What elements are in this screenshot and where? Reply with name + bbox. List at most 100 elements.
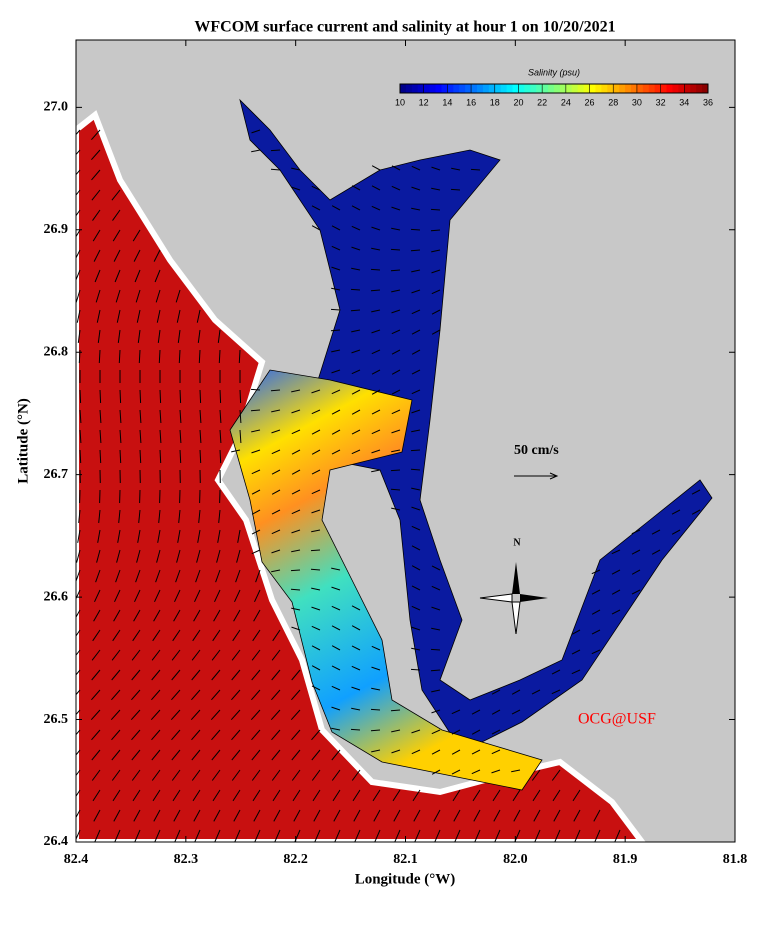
vector	[220, 450, 221, 463]
vector	[240, 390, 241, 403]
colorbar-segment	[542, 84, 548, 93]
colorbar-segment	[477, 84, 483, 93]
y-axis-label: Latitude (°N)	[15, 398, 31, 484]
colorbar-tick-label: 14	[442, 97, 452, 107]
colorbar-segment	[501, 84, 507, 93]
vector	[100, 390, 101, 403]
vector	[331, 309, 340, 310]
vector	[179, 350, 180, 363]
colorbar-segment	[631, 84, 637, 93]
vector	[200, 450, 201, 463]
vector	[200, 390, 201, 403]
vector	[351, 729, 360, 730]
colorbar-segment	[696, 84, 702, 93]
vector	[291, 570, 300, 571]
vector	[120, 450, 121, 463]
colorbar-segment	[489, 84, 495, 93]
scale-label: 50 cm/s	[514, 443, 559, 458]
title: WFCOM surface current and salinity at ho…	[194, 19, 615, 36]
colorbar-segment	[513, 84, 519, 93]
colorbar-segment	[436, 84, 442, 93]
vector	[140, 390, 141, 403]
vector	[271, 390, 280, 391]
vector	[431, 649, 440, 650]
colorbar-tick-label: 30	[632, 97, 642, 107]
colorbar-segment	[684, 84, 690, 93]
vector	[291, 589, 300, 590]
colorbar-segment	[643, 84, 649, 93]
vector	[239, 350, 240, 363]
colorbar-segment	[649, 84, 655, 93]
colorbar-segment	[601, 84, 607, 93]
vector	[431, 209, 440, 210]
colorbar-segment	[590, 84, 596, 93]
colorbar-tick-label: 34	[679, 97, 689, 107]
colorbar-tick-label: 22	[537, 97, 547, 107]
colorbar-segment	[424, 84, 430, 93]
x-tick-label: 81.9	[613, 852, 638, 867]
y-tick-label: 26.7	[44, 467, 69, 482]
colorbar-segment	[678, 84, 684, 93]
vector	[391, 270, 400, 271]
y-tick-label: 26.9	[44, 222, 69, 237]
colorbar-tick-label: 26	[585, 97, 595, 107]
vector	[199, 350, 200, 363]
colorbar-segment	[619, 84, 625, 93]
colorbar-segment	[690, 84, 696, 93]
vector	[411, 469, 420, 470]
colorbar-segment	[406, 84, 412, 93]
vector	[120, 390, 121, 403]
colorbar-segment	[548, 84, 554, 93]
colorbar-segment	[530, 84, 536, 93]
colorbar-segment	[518, 84, 524, 93]
colorbar-segment	[560, 84, 566, 93]
colorbar-tick-label: 36	[703, 97, 713, 107]
colorbar-segment	[584, 84, 590, 93]
vector	[391, 489, 400, 490]
colorbar-segment	[655, 84, 661, 93]
vector	[331, 330, 340, 331]
vector	[139, 350, 140, 363]
vector	[219, 350, 220, 363]
colorbar-tick-label: 12	[419, 97, 429, 107]
vector	[371, 269, 380, 270]
x-tick-label: 82.4	[64, 852, 89, 867]
vector	[251, 410, 260, 411]
x-tick-label: 82.3	[174, 852, 199, 867]
vector	[251, 389, 260, 390]
colorbar-tick-label: 24	[561, 97, 571, 107]
colorbar-segment	[536, 84, 542, 93]
x-tick-label: 81.8	[723, 852, 748, 867]
colorbar-segment	[566, 84, 572, 93]
colorbar-segment	[465, 84, 471, 93]
vector	[351, 310, 360, 311]
colorbar-segment	[595, 84, 601, 93]
vector	[119, 350, 120, 363]
colorbar-segment	[418, 84, 424, 93]
y-tick-label: 26.4	[44, 834, 69, 849]
colorbar-segment	[572, 84, 578, 93]
colorbar-segment	[507, 84, 513, 93]
colorbar-label: Salinity (psu)	[528, 67, 580, 77]
colorbar-segment	[672, 84, 678, 93]
x-tick-label: 82.1	[393, 852, 418, 867]
vector	[471, 169, 480, 170]
vector	[351, 289, 360, 290]
y-tick-label: 26.5	[44, 712, 69, 727]
vector	[100, 450, 101, 463]
colorbar-segment	[441, 84, 447, 93]
vector	[411, 450, 420, 451]
vector	[311, 550, 320, 551]
x-tick-label: 82.2	[283, 852, 308, 867]
colorbar-segment	[607, 84, 613, 93]
colorbar-segment	[524, 84, 530, 93]
vector	[80, 390, 81, 403]
vector	[160, 450, 161, 463]
compass-label: N	[513, 537, 521, 548]
colorbar-tick-label: 16	[466, 97, 476, 107]
vector	[411, 229, 420, 230]
colorbar-segment	[447, 84, 453, 93]
y-tick-label: 26.8	[44, 344, 69, 359]
colorbar-segment	[430, 84, 436, 93]
